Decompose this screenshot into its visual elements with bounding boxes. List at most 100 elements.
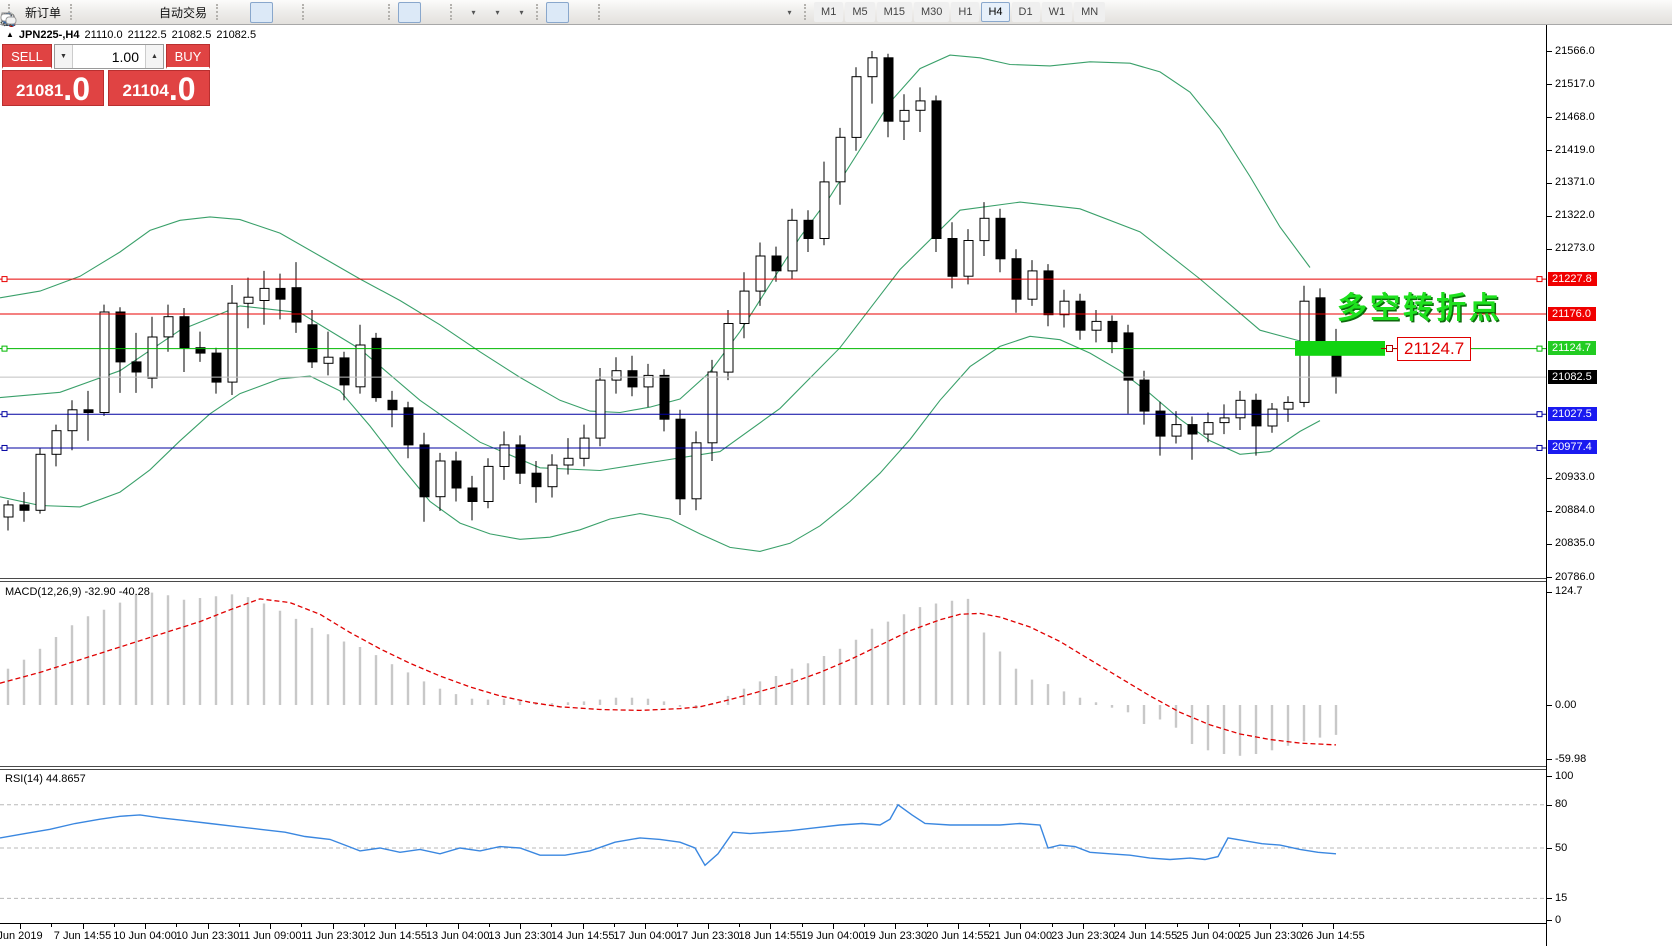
toolbar-grip[interactable]	[216, 4, 221, 20]
sell-price-button[interactable]: 21081.0	[2, 70, 104, 106]
text-label-button[interactable]: T	[1, 2, 775, 25]
price-callout-label[interactable]: 21124.7	[1397, 337, 1472, 361]
indicators-button[interactable]: ▾	[1, 2, 483, 26]
timeframe-mn[interactable]: MN	[1074, 2, 1106, 22]
time-axis-label: 19 Jun 23:30	[863, 930, 928, 942]
time-axis-minor-tick	[739, 924, 741, 927]
zoom-in-button[interactable]	[1, 2, 335, 26]
annotation-text[interactable]: 多空转折点	[1337, 291, 1502, 326]
periods-button[interactable]: ▾	[1, 2, 507, 26]
toolbar-grip[interactable]	[598, 4, 603, 20]
candlestick-chart-button[interactable]	[2, 1, 274, 26]
axis-tick	[1547, 543, 1552, 545]
fibonacci-button[interactable]: F	[1, 2, 727, 27]
one-click-trading-panel: SELL ▼ 1.00 ▲ BUY 21081.0 21104.0	[2, 44, 210, 106]
timeframe-m5[interactable]: M5	[845, 2, 875, 22]
rsi-axis-label: 0	[1555, 913, 1562, 926]
vertical-line-button[interactable]	[6, 2, 631, 26]
toolbar-grip[interactable]	[70, 4, 75, 20]
charts-profile-button[interactable]	[1, 2, 103, 26]
chart-window: ▲ JPN225-,H4 21110.0 21122.5 21082.5 210…	[0, 25, 1672, 947]
pane-divider-rsi[interactable]	[0, 766, 1546, 770]
trendline-button[interactable]	[1, 2, 679, 26]
time-axis-tick	[270, 924, 272, 929]
time-axis-minor-tick	[864, 924, 866, 927]
candle	[1219, 417, 1230, 424]
volume-input[interactable]: 1.00	[111, 48, 139, 65]
time-axis-tick	[832, 924, 834, 929]
arrows-button[interactable]: ▾	[4, 2, 799, 24]
toolbar-grip[interactable]	[804, 4, 809, 20]
time-axis-label: 26 Jun 14:55	[1301, 930, 1365, 942]
tile-windows-button[interactable]	[1, 2, 383, 25]
candle	[195, 347, 206, 354]
equidistant-channel-button[interactable]: E	[0, 2, 703, 27]
time-axis[interactable]: Jun 2019 7 Jun 14:55 10 Jun 04:00 10 Jun 23…	[0, 923, 1546, 947]
pane-divider-macd[interactable]	[0, 578, 1546, 582]
new-order-button[interactable]: 新订单	[1, 2, 65, 26]
timeframe-m30[interactable]: M30	[914, 2, 950, 22]
bar-chart-button[interactable]	[2, 2, 249, 25]
chart-shift-button[interactable]	[1, 2, 445, 26]
market-signal-button[interactable]	[1, 2, 151, 26]
line-chart-button[interactable]	[0, 2, 297, 24]
autotrading-button[interactable]: 自动交易	[1, 2, 211, 27]
toolbar-grip[interactable]	[536, 4, 541, 20]
time-axis-label: 11 Jun 23:30	[301, 930, 365, 942]
axis-tick	[1547, 51, 1552, 53]
candle	[803, 219, 814, 240]
price-axis-tick-label: 21419.0	[1555, 143, 1595, 156]
candle	[51, 430, 62, 455]
chat-button[interactable]	[0, 2, 1668, 25]
time-axis-tick	[1082, 924, 1084, 929]
timeframe-d1[interactable]: D1	[1011, 2, 1040, 22]
buy-button[interactable]: BUY	[166, 44, 210, 69]
timeframe-h1[interactable]: H1	[951, 2, 980, 22]
time-axis-minor-tick	[926, 924, 928, 927]
price-axis-tick-label: 20835.0	[1555, 537, 1595, 550]
candle	[675, 418, 686, 500]
templates-button[interactable]: ▾	[1, 2, 531, 25]
sell-button[interactable]: SELL	[2, 44, 52, 69]
search-button[interactable]	[1, 2, 1644, 27]
price-axis[interactable]: 21566.0 21517.0 21468.0 21419.0 21371.0 21322…	[1546, 25, 1672, 946]
toolbar-grip[interactable]	[8, 4, 13, 20]
timeframe-w1[interactable]: W1	[1041, 2, 1073, 22]
timeframe-m15[interactable]: M15	[876, 2, 912, 22]
toolbar-grip[interactable]	[302, 4, 307, 20]
volume-increase-icon[interactable]: ▲	[145, 45, 163, 68]
callout-anchor-square[interactable]	[1386, 345, 1393, 352]
candle	[291, 287, 302, 323]
candle	[883, 57, 894, 122]
candle	[115, 311, 126, 363]
expander-icon[interactable]: ▲	[6, 30, 14, 39]
buy-price-button[interactable]: 21104.0	[108, 70, 210, 106]
candle	[627, 370, 638, 388]
toolbar-grip[interactable]	[388, 4, 393, 20]
price-marker-label: 21124.7	[1548, 341, 1596, 356]
expert-advisors-button[interactable]	[2, 2, 127, 25]
time-axis-minor-tick	[176, 924, 178, 927]
toolbar-grip[interactable]	[450, 4, 455, 20]
main-chart-pane[interactable]	[0, 25, 1546, 578]
time-axis-tick	[770, 924, 772, 929]
timeframe-m1[interactable]: M1	[814, 2, 844, 22]
text-button[interactable]: A	[2, 2, 751, 27]
crosshair-button[interactable]	[1, 2, 593, 26]
rsi-axis-label: 15	[1555, 891, 1568, 904]
candle	[531, 472, 542, 488]
timeframe-h4[interactable]: H4	[981, 2, 1010, 22]
time-axis-tick	[582, 924, 584, 929]
cursor-button[interactable]	[4, 1, 570, 26]
candle	[1107, 320, 1118, 343]
macd-pane[interactable]	[0, 583, 1546, 766]
candle	[99, 311, 110, 413]
candle	[355, 344, 366, 388]
rsi-pane[interactable]	[0, 770, 1546, 923]
candle	[1139, 379, 1150, 412]
volume-decrease-icon[interactable]: ▼	[55, 45, 73, 68]
auto-scroll-button[interactable]	[1, 1, 422, 26]
horizontal-line-button[interactable]	[1, 2, 655, 23]
new-order-label: 新订单	[25, 5, 62, 20]
zoom-out-button[interactable]	[1, 2, 359, 26]
